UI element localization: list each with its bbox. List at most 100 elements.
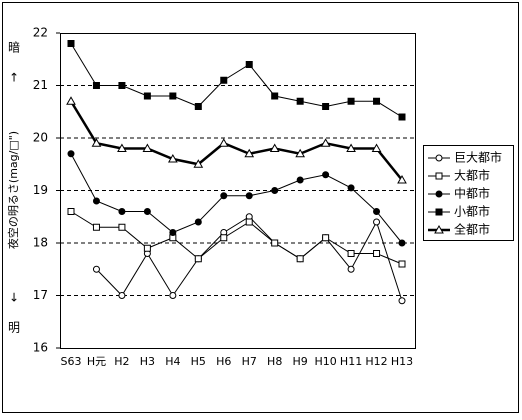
annotation: 暗 xyxy=(8,40,20,55)
marker xyxy=(347,184,355,192)
marker xyxy=(220,234,228,242)
series-line xyxy=(69,100,403,181)
y-axis-label: 夜空の明るさ(mag/□") xyxy=(6,131,20,249)
legend-label: 中都市 xyxy=(454,186,490,201)
marker xyxy=(118,208,126,215)
marker xyxy=(271,92,279,100)
legend-marker xyxy=(435,208,443,216)
x-tick-label: H9 xyxy=(293,355,308,368)
y-tick-label: 19 xyxy=(33,183,48,197)
series-line xyxy=(70,43,403,118)
x-tick-label: H13 xyxy=(391,355,413,368)
marker xyxy=(118,82,126,89)
marker xyxy=(67,40,75,47)
marker xyxy=(167,153,178,163)
x-tick-label: H6 xyxy=(216,355,231,368)
marker xyxy=(92,82,100,89)
x-tick-label: H元 xyxy=(87,355,106,368)
x-tick-label: H7 xyxy=(242,355,257,368)
annotation: 明 xyxy=(8,321,20,335)
marker xyxy=(220,192,228,200)
x-tick-label: H10 xyxy=(314,355,336,368)
marker xyxy=(118,292,126,299)
marker xyxy=(245,61,253,68)
marker xyxy=(398,239,406,247)
x-tick-label: H2 xyxy=(114,355,129,368)
marker xyxy=(296,176,304,184)
y-tick-label: 22 xyxy=(33,26,48,40)
marker xyxy=(193,159,204,168)
marker xyxy=(91,138,102,147)
marker xyxy=(373,218,381,226)
marker xyxy=(398,297,406,305)
annotation: ↓ xyxy=(9,291,19,305)
legend-marker xyxy=(435,154,443,162)
marker xyxy=(118,223,126,231)
x-tick-label: S63 xyxy=(61,355,82,368)
marker xyxy=(371,143,382,152)
marker xyxy=(295,148,306,158)
legend-marker xyxy=(435,190,443,198)
marker xyxy=(244,148,255,158)
series-line xyxy=(70,153,403,244)
legend-label: 巨大都市 xyxy=(454,150,502,165)
legend-marker xyxy=(434,224,444,234)
marker xyxy=(322,234,330,242)
marker xyxy=(218,138,229,147)
marker xyxy=(143,208,151,215)
annotation: ↑ xyxy=(9,71,19,85)
marker xyxy=(245,218,253,226)
marker xyxy=(322,103,330,110)
marker xyxy=(92,265,100,273)
marker xyxy=(271,239,279,247)
marker xyxy=(92,223,100,231)
legend-label: 大都市 xyxy=(454,168,490,183)
marker xyxy=(143,92,151,100)
x-tick-label: H3 xyxy=(140,355,155,368)
marker xyxy=(169,229,177,236)
marker xyxy=(220,76,228,84)
marker xyxy=(346,143,356,152)
marker xyxy=(194,103,202,110)
marker xyxy=(397,174,407,184)
marker xyxy=(271,187,279,194)
marker xyxy=(296,97,304,105)
frame xyxy=(2,2,519,413)
legend-marker xyxy=(435,172,443,180)
marker xyxy=(169,292,177,299)
y-tick-label: 20 xyxy=(33,131,48,145)
marker xyxy=(269,143,280,152)
marker xyxy=(296,255,304,263)
marker xyxy=(320,138,331,147)
marker xyxy=(67,208,75,215)
marker xyxy=(245,192,253,200)
marker xyxy=(398,260,406,268)
legend-label: 全都市 xyxy=(454,222,490,237)
y-tick-label: 21 xyxy=(33,78,48,92)
marker xyxy=(322,171,330,179)
marker xyxy=(373,97,381,105)
x-tick-label: H4 xyxy=(165,355,180,368)
marker xyxy=(66,96,76,105)
x-tick-label: H11 xyxy=(340,355,362,368)
y-tick-label: 18 xyxy=(33,236,48,250)
marker xyxy=(373,208,381,215)
x-tick-label: H5 xyxy=(191,355,206,368)
marker xyxy=(117,143,127,152)
marker xyxy=(142,143,153,152)
marker xyxy=(373,250,381,257)
x-tick-label: H8 xyxy=(267,355,282,368)
marker xyxy=(67,150,75,158)
marker xyxy=(143,244,151,252)
series-line xyxy=(96,216,403,301)
y-tick-label: 17 xyxy=(33,288,48,302)
marker xyxy=(398,113,406,121)
y-tick-label: 16 xyxy=(33,341,48,355)
marker xyxy=(347,97,355,105)
x-tick-label: H12 xyxy=(365,355,387,368)
marker xyxy=(169,92,177,100)
marker xyxy=(92,197,100,205)
legend-label: 小都市 xyxy=(454,204,490,219)
